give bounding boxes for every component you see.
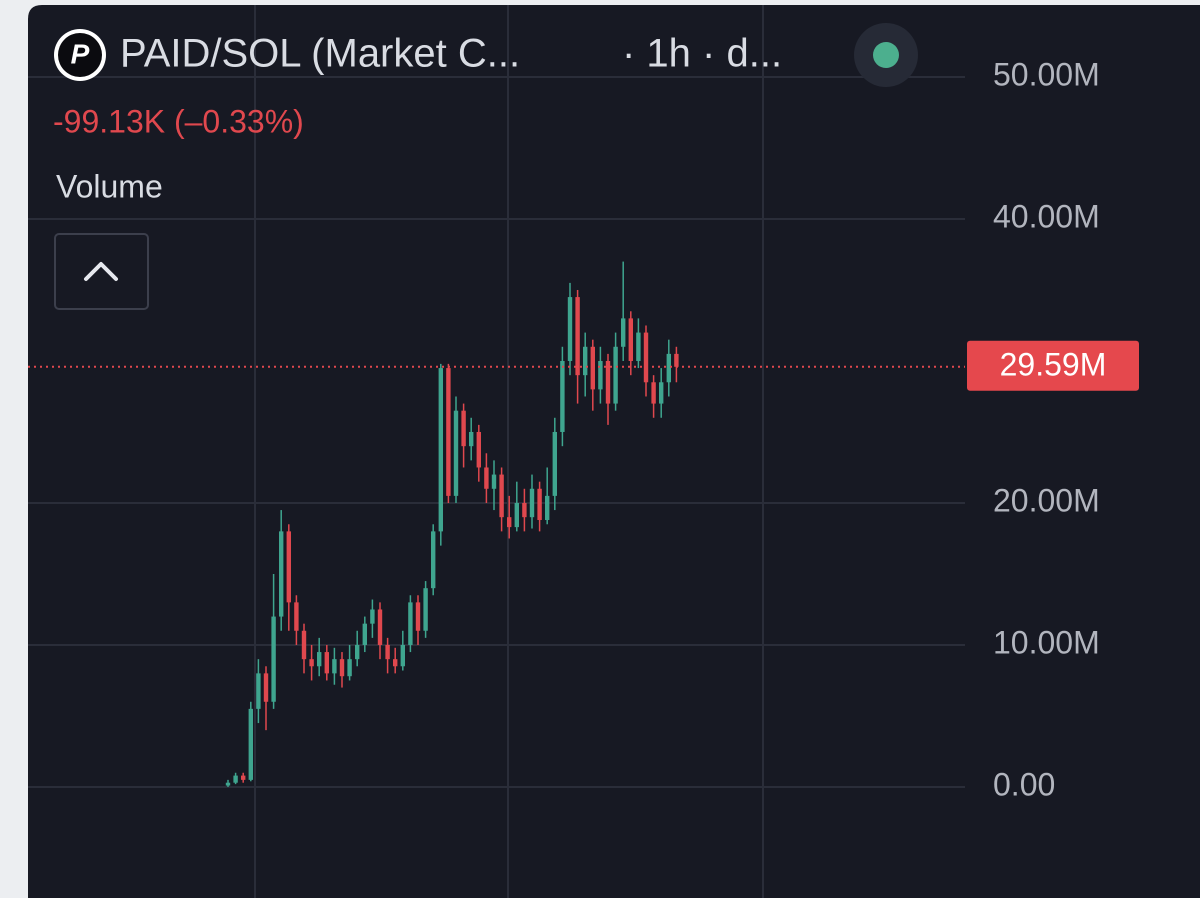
candle-body — [263, 673, 269, 702]
candle-body — [225, 782, 231, 786]
candle-body — [636, 332, 641, 361]
candle-body — [590, 346, 595, 390]
candle-body — [446, 368, 451, 496]
candle-body — [507, 517, 512, 528]
candle-body — [545, 495, 550, 521]
candle-body — [339, 659, 345, 677]
candle-body — [233, 775, 238, 783]
candle-body — [294, 602, 299, 631]
y-tick-label: 40.00M — [993, 198, 1100, 234]
candle-body — [355, 644, 360, 660]
candle-body — [476, 431, 481, 468]
candle-body — [400, 644, 405, 667]
candle-body — [666, 353, 671, 383]
status-dot — [873, 42, 899, 68]
candle-body — [598, 360, 603, 390]
candle-body — [286, 531, 291, 603]
candle-body — [674, 353, 679, 367]
last-price-box — [967, 340, 1139, 391]
candle-body — [659, 382, 664, 404]
candle-body — [248, 708, 253, 780]
candle-body — [393, 659, 398, 667]
chevron-up — [84, 262, 118, 281]
candle-body — [423, 588, 428, 631]
candle-body — [552, 431, 557, 496]
y-tick-label: 50.00M — [993, 56, 1100, 92]
y-tick-label: 10.00M — [993, 624, 1100, 660]
candle-body — [301, 630, 307, 660]
last-price-label: 29.59M — [1000, 346, 1107, 382]
candle-body — [499, 474, 504, 518]
collapse-button[interactable] — [54, 233, 149, 310]
candle-body — [537, 488, 542, 521]
candle-body — [453, 410, 459, 496]
interval: · 1h · d... — [622, 32, 782, 76]
candle-body — [279, 531, 284, 617]
candle-body — [583, 346, 588, 376]
candle-body — [370, 609, 375, 624]
candle-body — [605, 360, 611, 404]
candle-body — [529, 488, 535, 518]
candle-body — [241, 775, 246, 780]
candle-body — [621, 318, 626, 347]
candle-body — [385, 644, 390, 660]
candle-body — [575, 297, 580, 376]
chart-title: PAID/SOL (Market C... — [120, 32, 520, 76]
candle-body — [560, 360, 565, 432]
token-icon-glyph: P — [71, 38, 90, 69]
candle-body — [643, 332, 649, 383]
candle-body — [514, 502, 519, 528]
candle-body — [317, 652, 322, 667]
price-change: -99.13K (–0.33%) — [53, 103, 304, 139]
candle-body — [438, 368, 443, 532]
candle-body — [651, 382, 656, 404]
token-icon-inner — [58, 33, 102, 77]
candle-body — [628, 318, 633, 361]
candle-body — [256, 673, 261, 709]
candle-body — [332, 659, 337, 674]
vertical-grid — [254, 5, 764, 898]
y-tick-label: 0.00 — [993, 766, 1055, 802]
indicator-label: Volume — [56, 168, 163, 204]
candle-body — [377, 609, 383, 645]
candle-body — [271, 616, 276, 702]
plot-layer: 0.00 10.00M 20.00M 40.00M 50.00M — [28, 56, 1100, 802]
candle-body — [469, 431, 474, 447]
candle-body — [484, 467, 489, 489]
candle-body — [362, 623, 367, 645]
chart-panel — [28, 5, 1200, 898]
candle-body — [491, 474, 497, 489]
candle-body — [522, 502, 527, 518]
candle-body — [613, 346, 618, 404]
candle-body — [408, 602, 413, 645]
y-tick-label: 20.00M — [993, 482, 1100, 518]
candle-body — [415, 602, 421, 631]
candle-body — [461, 410, 466, 447]
candle-body — [431, 531, 436, 589]
candle-body — [324, 652, 329, 674]
candle-body — [309, 659, 314, 667]
candle-body — [567, 297, 573, 361]
candle-body — [347, 659, 352, 677]
